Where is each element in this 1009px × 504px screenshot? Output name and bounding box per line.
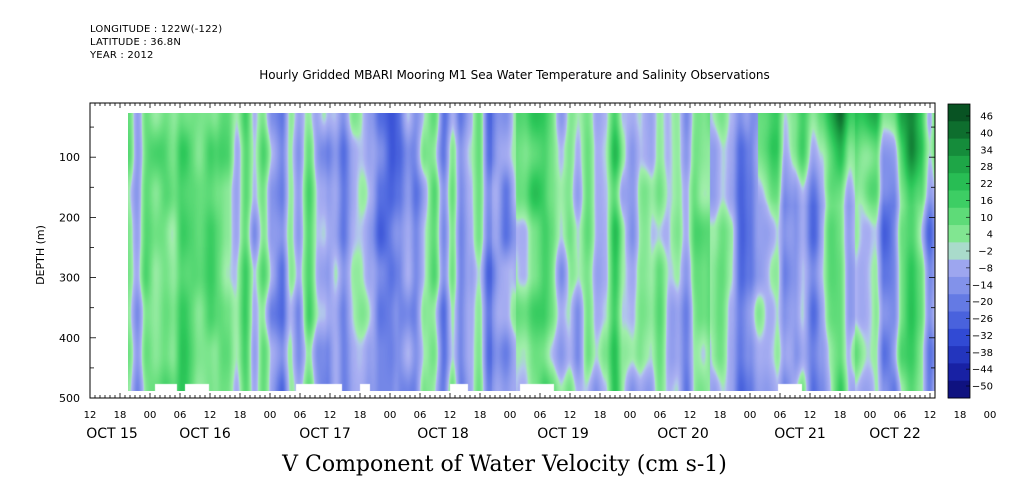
x-hour-tick-label: 18 [474,410,487,421]
colorbar-tick-label: 28 [980,162,993,173]
metadata-year: YEAR : 2012 [90,50,154,61]
y-tick-label: 300 [59,272,80,285]
x-day-label: OCT 19 [537,426,589,442]
colorbar-band [948,173,970,191]
x-hour-tick-label: 18 [954,410,967,421]
x-day-label: OCT 22 [869,426,921,442]
x-day-label: OCT 21 [774,426,826,442]
x-hour-tick-label: 06 [534,410,547,421]
colorbar-band [948,294,970,313]
colorbar-tick-label: −14 [972,280,993,291]
x-hour-tick-label: 00 [864,410,877,421]
x-hour-tick-label: 00 [744,410,757,421]
colorbar: 46 40 34 28 22 16 10 4 −2 −8 −14 −20 −26 −32 −38 −44 −50 [947,103,993,399]
y-tick-label: 100 [59,151,80,164]
colorbar-band [948,155,970,174]
colorbar-tick-label: −50 [972,382,993,393]
colorbar-tick-label: 22 [980,179,993,190]
metadata-latitude: LATITUDE : 36.8N [90,37,182,48]
x-hour-tick-label: 18 [114,410,127,421]
colorbar-tick-label: −26 [972,314,993,325]
colorbar-tick-label: 46 [980,112,993,123]
colorbar-tick-label: 10 [980,213,993,224]
x-hour-tick-label: 00 [984,410,997,421]
x-hour-tick-label: 12 [444,410,457,421]
colorbar-band [948,207,970,226]
x-hour-tick-label: 06 [174,410,187,421]
x-hour-tick-label: 18 [714,410,727,421]
x-hour-tick-label: 06 [894,410,907,421]
x-day-label: OCT 15 [86,426,138,442]
colorbar-band [948,242,970,261]
colorbar-band [948,190,970,209]
x-hour-tick-label: 12 [564,410,577,421]
colorbar-band [948,276,970,295]
x-hour-tick-label: 12 [204,410,217,421]
x-hour-tick-label: 06 [774,410,787,421]
y-axis-title: DEPTH (m) [34,225,47,285]
colorbar-tick-label: −32 [972,331,993,342]
y-axis: 100 200 300 400 500 [59,126,935,405]
colorbar-tick-label: −44 [972,365,993,376]
x-hour-tick-label: 06 [294,410,307,421]
colorbar-tick-label: 34 [980,145,993,156]
x-day-label: OCT 17 [299,426,351,442]
x-hour-tick-label: 00 [504,410,517,421]
x-day-label: OCT 18 [417,426,469,442]
y-tick-label: 400 [59,332,80,345]
colorbar-band [948,363,970,382]
x-hour-tick-label: 12 [84,410,97,421]
x-hour-tick-label: 12 [924,410,937,421]
colorbar-band [948,121,970,140]
x-hour-tick-label: 18 [354,410,367,421]
y-tick-label: 200 [59,211,80,224]
colorbar-tick-label: −8 [978,263,993,274]
x-hour-tick-label: 12 [324,410,337,421]
colorbar-band [948,380,970,399]
metadata-longitude: LONGITUDE : 122W(-122) [90,24,223,35]
x-axis-title: V Component of Water Velocity (cm s-1) [282,452,727,477]
colorbar-band [948,104,970,122]
x-hour-tick-label: 06 [654,410,667,421]
colorbar-tick-label: −38 [972,348,993,359]
colorbar-tick-label: 16 [980,196,993,207]
colorbar-tick-label: −20 [972,297,993,308]
colorbar-band [948,328,970,347]
x-hour-tick-label: 06 [414,410,427,421]
x-hour-tick-label: 18 [834,410,847,421]
x-hour-tick-label: 18 [594,410,607,421]
x-day-label: OCT 16 [179,426,231,442]
x-hour-tick-label: 18 [234,410,247,421]
colorbar-band [948,259,970,278]
x-hour-tick-label: 12 [804,410,817,421]
y-tick-label: 500 [59,392,80,405]
x-day-label: OCT 20 [657,426,709,442]
x-hour-tick-label: 00 [144,410,157,421]
colorbar-band [948,225,970,243]
velocity-heatmap [128,113,935,391]
x-hour-tick-label: 00 [624,410,637,421]
x-hour-tick-label: 00 [384,410,397,421]
colorbar-tick-label: −2 [978,247,993,258]
colorbar-band [948,311,970,330]
colorbar-tick-label: 4 [987,230,993,241]
chart-title: Hourly Gridded MBARI Mooring M1 Sea Wate… [259,68,770,82]
colorbar-band [948,346,970,364]
x-hour-tick-label: 12 [684,410,697,421]
x-axis: 12 18 00 06 12 18 00 06 12 18 00 06 12 18 00 06 12 18 00 06… [84,103,997,442]
plot-frame-outline [89,102,936,399]
colorbar-band [948,138,970,157]
plot-area [89,102,936,399]
x-hour-tick-label: 00 [264,410,277,421]
colorbar-tick-label: 40 [980,128,993,139]
